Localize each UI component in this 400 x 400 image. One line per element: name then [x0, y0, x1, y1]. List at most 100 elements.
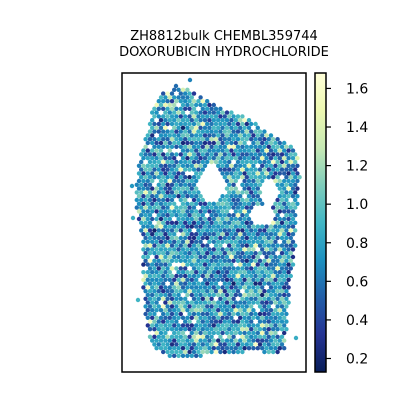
spot	[207, 133, 212, 138]
spot	[242, 330, 247, 336]
spot	[143, 311, 148, 317]
spot	[251, 232, 256, 237]
spot	[176, 194, 181, 199]
spot	[238, 209, 243, 214]
spot	[277, 346, 282, 351]
spot	[185, 125, 190, 130]
spot	[246, 300, 252, 305]
spot	[266, 152, 271, 157]
spot	[216, 163, 221, 168]
spot	[218, 258, 223, 263]
spot	[271, 137, 276, 142]
spot	[233, 338, 238, 343]
spot	[266, 304, 271, 309]
spot	[189, 338, 194, 343]
spot	[266, 258, 271, 263]
spot	[145, 201, 150, 206]
spot	[222, 220, 227, 225]
spot	[238, 338, 243, 343]
spot	[161, 273, 166, 279]
spot	[293, 213, 298, 218]
spot	[229, 247, 234, 252]
spot	[165, 144, 170, 149]
spot	[176, 239, 181, 244]
spot	[233, 201, 238, 206]
spot	[227, 137, 232, 142]
spot	[220, 194, 225, 199]
spot	[275, 266, 280, 271]
spot	[273, 148, 278, 153]
spot	[271, 296, 276, 301]
spot	[233, 232, 238, 237]
spot	[231, 349, 236, 355]
spot	[167, 194, 172, 199]
spot	[271, 251, 276, 256]
spot	[275, 235, 280, 241]
spot	[178, 296, 183, 301]
spot	[209, 106, 214, 112]
spot	[198, 133, 203, 138]
spot	[191, 121, 197, 127]
spot	[216, 254, 221, 260]
spot	[196, 296, 201, 301]
spot	[275, 144, 280, 149]
spot	[264, 247, 269, 252]
spot	[136, 216, 142, 222]
spot	[196, 197, 201, 203]
spot	[246, 285, 252, 290]
spot	[246, 254, 252, 260]
spot	[220, 232, 225, 237]
spot	[264, 140, 269, 146]
spot	[275, 243, 280, 248]
spot	[262, 304, 267, 309]
spot	[150, 110, 155, 115]
spot	[178, 167, 183, 172]
spot	[246, 224, 252, 229]
spot	[194, 156, 199, 161]
spot	[196, 114, 201, 119]
spot	[220, 156, 225, 161]
spot	[200, 281, 205, 286]
spot	[262, 266, 267, 271]
spot	[251, 292, 256, 298]
spot	[235, 319, 241, 324]
spot	[194, 163, 199, 168]
spot	[194, 262, 199, 267]
spot	[198, 239, 203, 244]
spot	[150, 285, 155, 290]
spot	[189, 285, 194, 290]
spot	[255, 186, 260, 191]
spot	[145, 300, 150, 305]
spot	[224, 308, 230, 313]
spot	[249, 220, 254, 225]
spot	[172, 163, 177, 168]
spot	[231, 197, 236, 203]
spot	[169, 144, 175, 149]
spot	[180, 232, 186, 237]
spot	[154, 194, 159, 199]
spot	[277, 140, 282, 146]
spot	[183, 289, 188, 294]
spot	[194, 125, 199, 130]
spot	[205, 114, 210, 119]
spot	[165, 114, 170, 119]
spot	[222, 319, 227, 324]
spot	[216, 300, 221, 305]
spot	[277, 216, 282, 222]
spot	[260, 224, 265, 229]
spot	[185, 216, 190, 222]
spot	[218, 334, 223, 339]
spot	[150, 194, 155, 199]
spot	[284, 144, 289, 149]
spot	[260, 232, 265, 237]
spot	[255, 224, 260, 229]
spot	[284, 327, 289, 332]
spot	[172, 194, 177, 199]
spot	[165, 251, 170, 256]
spot	[262, 175, 267, 180]
spot	[147, 182, 153, 187]
spot	[187, 144, 192, 149]
spot	[220, 239, 225, 244]
spot	[227, 296, 232, 301]
spot	[227, 152, 232, 157]
